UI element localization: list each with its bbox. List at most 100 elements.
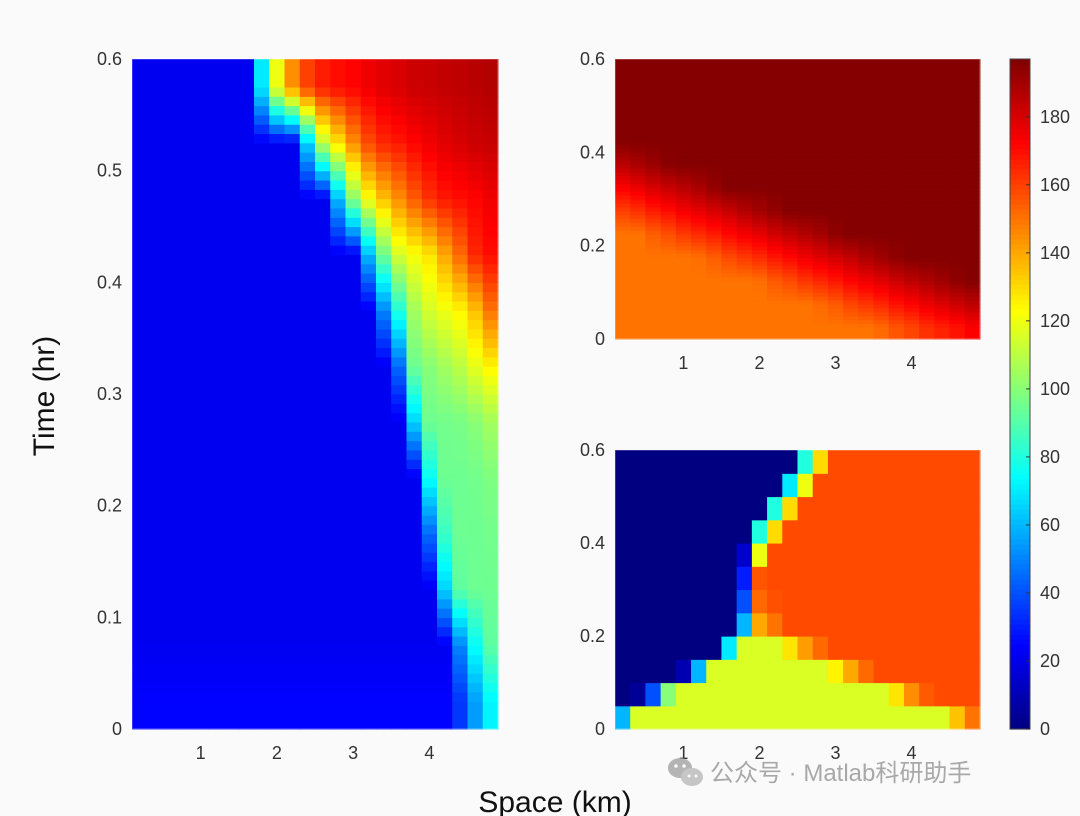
heatmap-cell: [675, 206, 692, 212]
heatmap-cell: [706, 245, 723, 251]
heatmap-cell: [645, 179, 662, 185]
heatmap-cell: [630, 70, 647, 76]
heatmap-cell: [406, 347, 423, 358]
heatmap-cell: [812, 237, 829, 243]
heatmap-cell: [888, 682, 905, 707]
colorbar-swatch: [1010, 284, 1030, 290]
heatmap-cell: [858, 636, 875, 660]
heatmap-cell: [177, 542, 194, 553]
heatmap-cell: [858, 319, 875, 325]
heatmap-cell: [376, 235, 392, 246]
heatmap-cell: [919, 234, 935, 239]
heatmap-cell: [721, 307, 738, 313]
heatmap-cell: [132, 245, 148, 256]
heatmap-cell: [843, 315, 859, 321]
heatmap-cell: [751, 519, 768, 544]
heatmap-cell: [162, 245, 179, 256]
heatmap-cell: [630, 210, 647, 216]
heatmap-cell: [782, 280, 799, 286]
heatmap-cell: [691, 62, 707, 68]
heatmap-cell: [888, 109, 905, 115]
colorbar-swatch: [1010, 179, 1030, 185]
heatmap-cell: [949, 210, 966, 216]
heatmap-cell: [751, 659, 768, 684]
heatmap-cell: [193, 421, 209, 432]
heatmap-cell: [315, 682, 331, 693]
heatmap-cell: [437, 663, 453, 674]
heatmap-cell: [645, 280, 662, 286]
heatmap-cell: [751, 202, 768, 208]
heatmap-cell: [919, 152, 935, 157]
heatmap-cell: [706, 129, 723, 134]
heatmap-cell: [269, 598, 286, 609]
heatmap-cell: [675, 113, 692, 118]
heatmap-cell: [812, 659, 829, 684]
heatmap-cell: [964, 74, 981, 80]
heatmap-cell: [452, 384, 469, 395]
heatmap-cell: [782, 323, 799, 328]
heatmap-cell: [919, 659, 935, 684]
heatmap-cell: [949, 241, 966, 247]
heatmap-cell: [812, 319, 829, 325]
heatmap-cell: [132, 561, 148, 572]
heatmap-cell: [193, 440, 209, 451]
heatmap-cell: [223, 105, 240, 116]
heatmap-cell: [406, 394, 423, 404]
heatmap-cell: [254, 86, 270, 97]
heatmap-cell: [132, 77, 148, 88]
heatmap-cell: [193, 375, 209, 386]
heatmap-cell: [645, 187, 662, 192]
heatmap-cell: [421, 133, 438, 144]
heatmap-cell: [782, 496, 799, 521]
heatmap-cell: [482, 310, 499, 321]
heatmap-cell: [391, 347, 408, 358]
heatmap-cell: [391, 77, 408, 88]
heatmap-cell: [315, 207, 331, 218]
heatmap-cell: [391, 580, 408, 591]
heatmap-cell: [132, 394, 148, 404]
heatmap-cell: [615, 234, 631, 239]
heatmap-cell: [147, 701, 164, 711]
heatmap-cell: [888, 90, 905, 95]
heatmap-cell: [782, 86, 799, 91]
heatmap-cell: [675, 234, 692, 239]
heatmap-cell: [706, 234, 723, 239]
heatmap-cell: [330, 96, 347, 107]
heatmap-cell: [660, 140, 677, 146]
heatmap-cell: [452, 570, 469, 581]
heatmap-cell: [797, 566, 814, 591]
heatmap-cell: [691, 140, 707, 146]
heatmap-cell: [615, 589, 631, 614]
heatmap-cell: [147, 440, 164, 451]
heatmap-cell: [193, 459, 209, 470]
heatmap-cell: [736, 234, 753, 239]
heatmap-cell: [721, 612, 738, 637]
heatmap-cell: [691, 156, 707, 161]
axes-frame: [614, 449, 981, 730]
heatmap-cell: [782, 319, 799, 325]
heatmap-cell: [406, 561, 423, 572]
colorbar-swatch: [1010, 679, 1030, 685]
heatmap-cell: [934, 148, 951, 153]
heatmap-cell: [843, 167, 859, 173]
heatmap-cell: [360, 142, 377, 153]
heatmap-cell: [132, 626, 148, 637]
heatmap-cell: [376, 682, 392, 693]
heatmap-cell: [406, 86, 423, 97]
heatmap-cell: [903, 659, 920, 684]
heatmap-cell: [299, 589, 316, 600]
heatmap-cell: [858, 105, 875, 111]
heatmap-cell: [736, 183, 753, 188]
heatmap-cell: [193, 161, 209, 172]
heatmap-cell: [630, 105, 647, 111]
heatmap-cell: [949, 94, 966, 99]
heatmap-cell: [797, 171, 814, 177]
heatmap-cell: [452, 524, 469, 535]
heatmap-cell: [721, 288, 738, 293]
colorbar-swatch: [1010, 304, 1030, 310]
heatmap-cell: [949, 253, 966, 258]
heatmap-cell: [812, 272, 829, 278]
heatmap-cell: [360, 514, 377, 525]
heatmap-cell: [467, 375, 484, 386]
heatmap-cell: [254, 589, 270, 600]
